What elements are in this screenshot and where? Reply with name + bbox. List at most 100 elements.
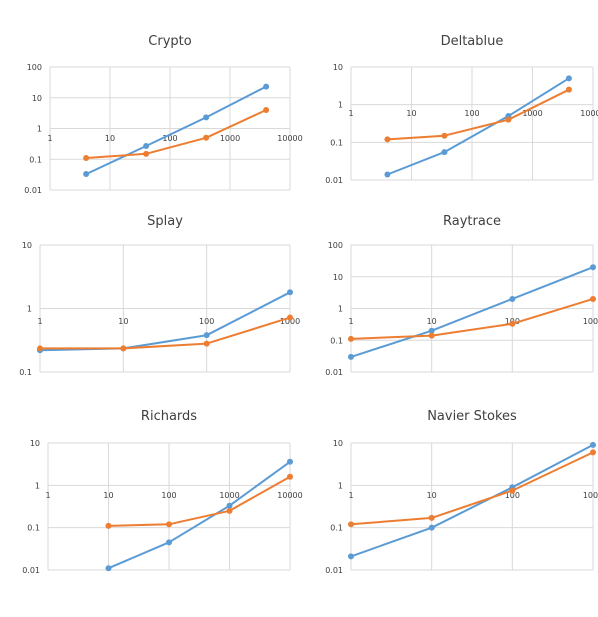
y-tick-label: 10 bbox=[32, 94, 42, 103]
series-line-1 bbox=[85, 85, 267, 176]
x-tick-label: 10 bbox=[118, 317, 128, 326]
y-tick-label: 10 bbox=[22, 241, 32, 250]
series-line-1 bbox=[39, 291, 291, 352]
y-tick-label: 0.1 bbox=[330, 138, 343, 147]
x-tick-label: 1 bbox=[348, 317, 353, 326]
x-tick-label: 10 bbox=[406, 109, 416, 118]
series-2-point bbox=[83, 154, 90, 161]
y-tick-label: 0.1 bbox=[330, 336, 343, 345]
series-1-point bbox=[226, 502, 233, 509]
series-line-1 bbox=[387, 77, 570, 176]
series-2-point bbox=[441, 132, 448, 139]
series-1-point bbox=[287, 289, 293, 296]
series-line-2 bbox=[387, 88, 570, 141]
series-line-2 bbox=[40, 316, 291, 350]
x-tick-label: 10000 bbox=[580, 109, 598, 118]
y-tick-label: 1 bbox=[338, 305, 343, 314]
y-tick-label: 1 bbox=[338, 101, 343, 110]
y-tick-label: 10 bbox=[333, 439, 343, 448]
x-tick-label: 100 bbox=[505, 491, 520, 500]
y-tick-label: 0.1 bbox=[27, 524, 40, 533]
series-2-point bbox=[105, 522, 112, 529]
x-tick-label: 100 bbox=[161, 491, 176, 500]
series-2-point bbox=[166, 521, 172, 528]
series-2-point bbox=[348, 521, 354, 528]
y-tick-label: 1 bbox=[27, 305, 32, 314]
y-tick-label: 0.1 bbox=[19, 368, 32, 377]
x-tick-label: 10 bbox=[427, 317, 437, 326]
chart-title: Richards bbox=[141, 409, 197, 424]
chart-title: Raytrace bbox=[443, 214, 501, 229]
x-tick-label: 1 bbox=[47, 134, 52, 143]
x-tick-label: 10000 bbox=[277, 134, 302, 143]
series-1-point bbox=[105, 565, 112, 572]
y-tick-label: 1 bbox=[35, 481, 40, 490]
series-line-1 bbox=[350, 444, 594, 558]
series-1-point bbox=[428, 524, 435, 531]
chart-panel-2: Splay 0.1 1 10 1 10 100 1000 bbox=[19, 214, 300, 377]
series-1-point bbox=[166, 539, 172, 546]
x-tick-label: 100 bbox=[199, 317, 214, 326]
series-2-point bbox=[590, 449, 596, 456]
series-2-point bbox=[226, 507, 233, 514]
y-tick-label: 0.1 bbox=[29, 155, 42, 164]
y-tick-label: 10 bbox=[30, 439, 40, 448]
series-2-point bbox=[287, 314, 293, 321]
series-2-point bbox=[203, 340, 210, 347]
x-tick-label: 1 bbox=[348, 109, 353, 118]
series-1-point bbox=[83, 171, 90, 178]
series-line-2 bbox=[350, 297, 594, 340]
y-tick-label: 10 bbox=[333, 273, 343, 282]
series-2-point bbox=[348, 335, 354, 342]
series-2-point bbox=[203, 134, 210, 141]
series-1-point bbox=[384, 171, 391, 178]
x-tick-label: 100 bbox=[162, 134, 177, 143]
x-tick-label: 10 bbox=[427, 491, 437, 500]
chart-panel-5: Navier Stokes 0.01 0.1 1 10 1 10 100 1000 bbox=[325, 409, 598, 575]
series-2-point bbox=[263, 106, 270, 113]
series-2-point bbox=[509, 487, 516, 494]
series-1-point bbox=[203, 332, 210, 339]
chart-panel-4: Richards 0.01 0.1 1 10 1 10 100 1000 10000 bbox=[22, 409, 303, 575]
x-tick-label: 1000 bbox=[220, 134, 240, 143]
y-tick-label: 1 bbox=[37, 125, 42, 134]
y-tick-label: 10 bbox=[333, 63, 343, 72]
series-1-point bbox=[441, 149, 448, 156]
chart-title: Navier Stokes bbox=[427, 409, 517, 424]
series-line-2 bbox=[108, 475, 291, 527]
series-1-point bbox=[565, 75, 572, 82]
series-2-point bbox=[565, 86, 572, 93]
series-1-point bbox=[590, 264, 596, 271]
x-tick-label: 1000 bbox=[280, 317, 300, 326]
x-tick-label: 1000 bbox=[219, 491, 239, 500]
series-2-point bbox=[428, 514, 435, 521]
x-tick-label: 10000 bbox=[277, 491, 302, 500]
y-tick-label: 0.01 bbox=[24, 186, 42, 195]
series-line-1 bbox=[350, 266, 594, 358]
series-1-point bbox=[203, 114, 210, 121]
series-line-1 bbox=[108, 460, 291, 570]
x-tick-label: 1000 bbox=[583, 491, 598, 500]
series-1-point bbox=[348, 553, 354, 560]
y-tick-label: 0.01 bbox=[325, 176, 343, 185]
series-2-point bbox=[143, 150, 150, 157]
x-tick-label: 1000 bbox=[583, 317, 598, 326]
y-tick-label: 100 bbox=[27, 63, 42, 72]
series-2-point bbox=[287, 473, 293, 480]
chart-title: Splay bbox=[147, 214, 183, 229]
series-2-point bbox=[509, 320, 516, 327]
series-2-point bbox=[590, 295, 596, 302]
series-1-point bbox=[143, 142, 150, 149]
chart-panel-1: Deltablue 0.01 0.1 1 10 1 10 100 1000 10000 bbox=[325, 34, 598, 185]
x-tick-label: 1 bbox=[348, 491, 353, 500]
y-tick-label: 100 bbox=[328, 241, 343, 250]
series-2-point bbox=[37, 345, 43, 352]
y-tick-label: 0.01 bbox=[325, 368, 343, 377]
series-2-point bbox=[120, 345, 127, 352]
series-1-point bbox=[590, 441, 596, 448]
y-tick-label: 0.1 bbox=[330, 524, 343, 533]
x-tick-label: 100 bbox=[464, 109, 479, 118]
y-tick-label: 1 bbox=[338, 481, 343, 490]
